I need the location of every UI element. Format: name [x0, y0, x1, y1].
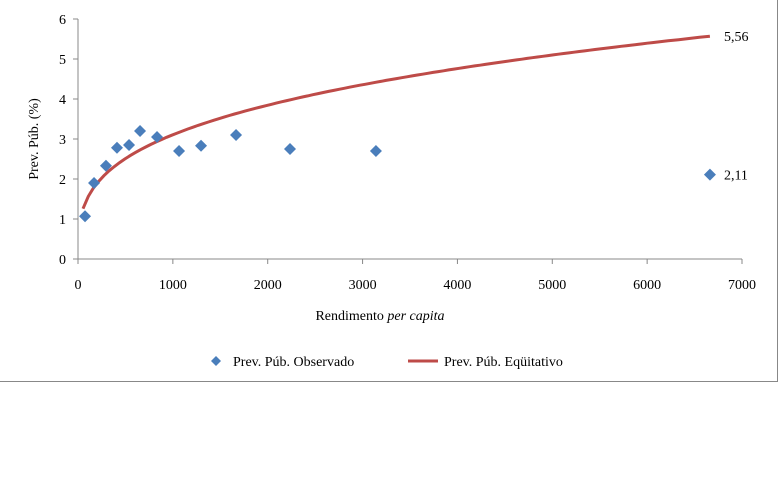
y-axis-label: Prev. Púb. (%)	[27, 98, 42, 180]
data-point	[110, 141, 123, 154]
data-point	[79, 210, 92, 223]
series-line-equitativo	[81, 34, 711, 210]
data-point	[369, 145, 382, 157]
data-point	[230, 129, 243, 141]
data-point	[173, 145, 186, 157]
line-end-label: 5,56	[724, 30, 749, 45]
y-tick-label: 0	[59, 253, 66, 268]
data-point	[99, 159, 112, 172]
data-point	[195, 139, 208, 152]
data-point	[134, 125, 147, 137]
data-point	[703, 168, 716, 181]
y-tick-label: 1	[59, 213, 66, 228]
x-axis-label: Rendimento per capita	[315, 309, 444, 324]
y-tick-label: 5	[59, 53, 66, 68]
y-tick-label: 6	[59, 13, 66, 28]
data-point	[151, 131, 164, 143]
legend-label-observado: Prev. Púb. Observado	[233, 355, 354, 370]
legend-label-equitativo: Prev. Púb. Eqüitativo	[444, 355, 563, 370]
data-point	[284, 143, 297, 155]
x-tick-label: 0	[75, 278, 82, 293]
y-tick-label: 2	[59, 173, 66, 188]
point-end-label: 2,11	[724, 169, 748, 184]
y-tick-label: 3	[59, 133, 66, 148]
legend-marker-observado	[211, 356, 221, 366]
x-tick-label: 6000	[633, 278, 661, 293]
x-tick-label: 4000	[443, 278, 471, 293]
x-tick-label: 2000	[254, 278, 282, 293]
data-point	[123, 139, 136, 151]
x-tick-label: 1000	[159, 278, 187, 293]
x-tick-label: 5000	[538, 278, 566, 293]
chart-frame	[0, 0, 778, 382]
x-tick-label: 3000	[349, 278, 377, 293]
data-point	[88, 177, 101, 189]
y-tick-label: 4	[59, 93, 66, 108]
x-tick-label: 7000	[728, 278, 756, 293]
